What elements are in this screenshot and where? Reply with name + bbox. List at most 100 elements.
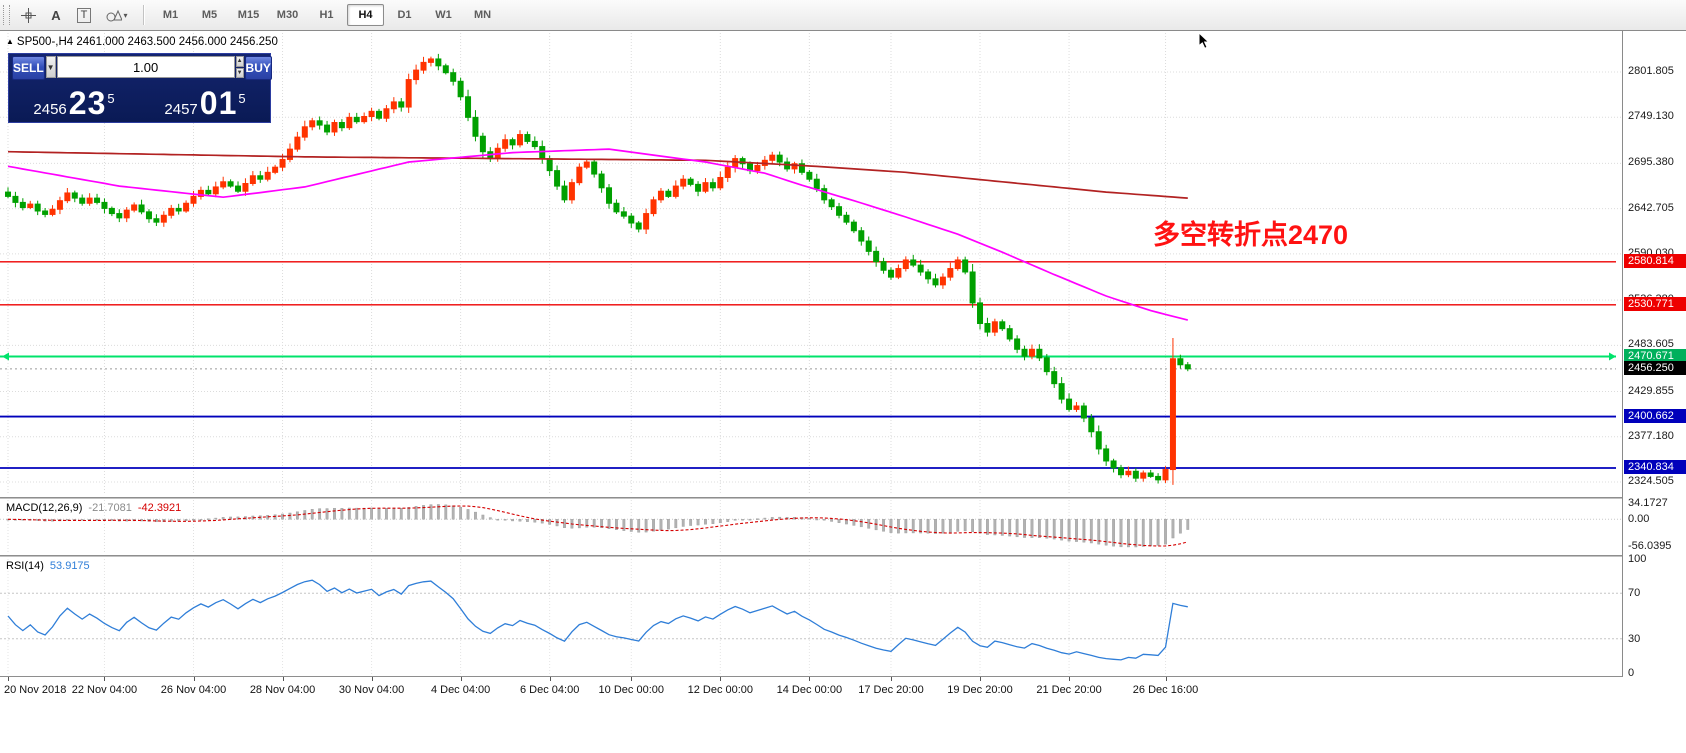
time-tick: [8, 677, 9, 681]
time-axis-label: 20 Nov 2018: [4, 684, 67, 696]
buy-button[interactable]: BUY: [244, 56, 272, 80]
time-axis-label: 4 Dec 04:00: [430, 684, 491, 696]
sell-price-pips: 23: [68, 85, 107, 121]
price-axis-label: 2377.180: [1628, 429, 1674, 442]
text-label-icon[interactable]: A: [51, 7, 61, 23]
text-tool-glyph: T: [76, 7, 92, 23]
price-axis-label: 2642.705: [1628, 201, 1674, 214]
price-tag-2456.250[interactable]: 2456.250: [1624, 361, 1686, 376]
time-tick: [1165, 677, 1167, 681]
text-tool-icon[interactable]: T: [71, 3, 97, 27]
timeframe-group: M1 M5 M15 M30 H1 H4 D1 W1 MN: [151, 4, 502, 26]
mouse-cursor: [1198, 31, 1211, 55]
price-axis-label: 2801.805: [1628, 65, 1674, 77]
time-tick: [980, 677, 982, 681]
timeframe-button-H1[interactable]: H1: [319, 9, 334, 21]
time-axis-label: 22 Nov 04:00: [71, 684, 138, 696]
rsi-axis-label: 0: [1628, 667, 1635, 679]
time-tick: [193, 677, 195, 681]
one-click-toggle-icon[interactable]: ▲: [6, 37, 14, 46]
rsi-axis-label: 100: [1628, 553, 1647, 565]
timeframe-button-H4[interactable]: H4: [347, 4, 384, 26]
time-axis-label: 17 Dec 20:00: [858, 684, 924, 696]
sell-price-big-figure: 2456: [33, 101, 67, 118]
timeframe-button-M30[interactable]: M30: [276, 9, 299, 21]
time-axis-label: 14 Dec 00:00: [776, 684, 843, 696]
time-tick: [549, 677, 551, 681]
timeframe-button-MN[interactable]: MN: [473, 9, 492, 21]
timeframe-button-W1[interactable]: W1: [435, 9, 452, 21]
dropdown-caret-icon: ▾: [123, 10, 128, 20]
price-tag-2340.834[interactable]: 2340.834: [1624, 460, 1686, 475]
rsi-name: RSI(14): [6, 560, 44, 572]
volume-input[interactable]: [56, 56, 235, 78]
rsi-value: 53.9175: [49, 560, 90, 572]
main-chart-panel[interactable]: ▲ SP500-,H4 2461.000 2463.500 2456.000 24…: [0, 31, 1622, 497]
time-axis[interactable]: 20 Nov 2018 22 Nov 04:00 26 Nov 04:00 28 No…: [0, 677, 1686, 753]
buy-price-big-figure: 2457: [164, 101, 198, 118]
macd-panel[interactable]: MACD(12,26,9) -21.7081 -42.3921: [0, 499, 1622, 555]
volume-up-icon[interactable]: ▲: [235, 56, 244, 67]
macd-signal-value: -42.3921: [137, 502, 182, 514]
rsi-chart: [0, 559, 1622, 674]
rsi-line: [7, 579, 1188, 661]
timeframe-button-M1[interactable]: M1: [162, 9, 179, 21]
one-click-trading-widget: SELL ▼ ▲ ▼ BUY 2456 23 5: [8, 53, 272, 123]
buy-price: 2457 01 5: [140, 87, 270, 119]
sell-price-pipette: 5: [107, 91, 115, 106]
rsi-axis-label: 70: [1628, 587, 1641, 600]
chart-ohlc-label: ▲ SP500-,H4 2461.000 2463.500 2456.000 24…: [6, 36, 278, 48]
buy-price-pips: 01: [199, 85, 238, 121]
crosshair-icon[interactable]: [15, 3, 41, 27]
time-axis-label: 30 Nov 04:00: [338, 684, 405, 696]
volume-spinner: ▲ ▼: [235, 56, 244, 78]
time-tick: [104, 677, 106, 681]
symbol-name: SP500-,H4: [16, 36, 74, 48]
panel-splitter[interactable]: [0, 497, 1686, 500]
macd-name: MACD(12,26,9): [6, 502, 83, 514]
timeframe-button-M5[interactable]: M5: [201, 9, 218, 21]
chart-workspace: ▲ SP500-,H4 2461.000 2463.500 2456.000 24…: [0, 31, 1686, 753]
time-axis-label: 6 Dec 04:00: [519, 684, 580, 696]
macd-signal-line: [7, 505, 1188, 547]
time-axis-label: 10 Dec 00:00: [598, 684, 664, 696]
timeframe-button-D1[interactable]: D1: [397, 9, 412, 21]
panel-splitter[interactable]: [0, 555, 1686, 558]
macd-axis-label: 34.1727: [1628, 497, 1668, 509]
time-tick: [371, 677, 373, 681]
rsi-panel[interactable]: RSI(14) 53.9175: [0, 557, 1622, 676]
time-tick: [631, 677, 633, 681]
time-axis-label: 28 Nov 04:00: [249, 684, 316, 696]
price-axis-label: 2695.380: [1628, 156, 1674, 169]
macd-chart: [0, 500, 1622, 554]
rsi-label: RSI(14) 53.9175: [6, 560, 90, 572]
timeframe-button-M15[interactable]: M15: [237, 9, 260, 21]
chart-annotation-text[interactable]: 多空转折点2470: [1153, 220, 1349, 250]
price-axis[interactable]: 2801.805 2749.130 2695.380 2642.705 2590.030…: [1622, 31, 1686, 753]
price-tag-2530.771[interactable]: 2530.771: [1624, 297, 1686, 312]
price-tag-2580.814[interactable]: 2580.814: [1624, 254, 1686, 269]
ohlc-values: 2461.000 2463.500 2456.000 2456.250: [76, 36, 278, 48]
price-tag-2470.671[interactable]: 2470.671: [1624, 348, 1686, 363]
ma-slow-line: [7, 150, 1188, 199]
shapes-icon[interactable]: ▾: [99, 3, 135, 27]
toolbar-grip[interactable]: [3, 5, 10, 25]
macd-label: MACD(12,26,9) -21.7081 -42.3921: [6, 502, 181, 514]
time-tick: [720, 677, 722, 681]
volume-dropdown-button[interactable]: ▼: [45, 56, 56, 78]
ma-fast-line: [7, 148, 1189, 321]
sell-button[interactable]: SELL: [12, 56, 45, 80]
price-axis-label: 2749.130: [1628, 110, 1674, 123]
sell-price: 2456 23 5: [9, 87, 139, 119]
time-axis-label: 21 Dec 20:00: [1036, 684, 1102, 696]
toolbar: A T ▾ M1 M5 M15 M30 H1 H4 D1 W1 MN: [0, 0, 1686, 31]
time-axis-label: 26 Dec 16:00: [1132, 684, 1199, 696]
price-tag-2400.662[interactable]: 2400.662: [1624, 409, 1686, 424]
time-tick: [460, 677, 462, 681]
volume-down-icon[interactable]: ▼: [235, 67, 244, 78]
time-tick: [809, 677, 811, 681]
time-tick: [282, 677, 284, 681]
price-axis-label: 2483.605: [1628, 338, 1674, 351]
macd-axis-label: -56.0395: [1628, 540, 1672, 552]
time-tick: [890, 677, 892, 681]
